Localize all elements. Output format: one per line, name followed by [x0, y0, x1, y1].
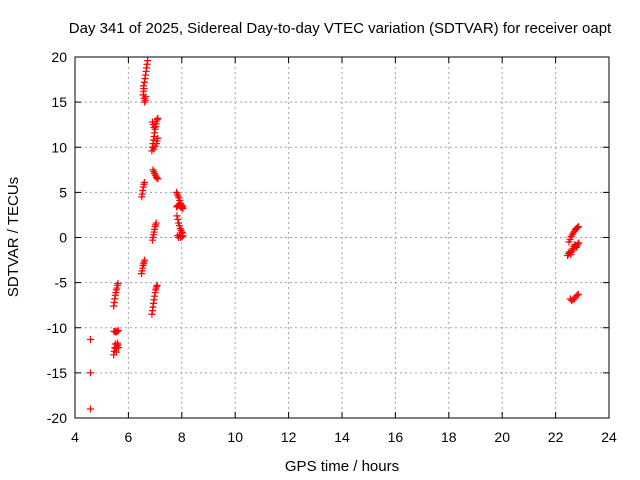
data-point-marker: [144, 57, 152, 65]
x-tick-label: 14: [334, 429, 350, 445]
data-point-marker: [575, 239, 583, 247]
data-point-marker: [86, 335, 94, 343]
data-point-marker: [575, 223, 583, 231]
x-tick-label: 4: [71, 429, 79, 445]
data-point-marker: [86, 405, 94, 413]
x-tick-label: 20: [494, 429, 510, 445]
data-point-marker: [152, 219, 160, 227]
data-point-marker: [574, 240, 582, 248]
data-point-marker: [153, 281, 161, 289]
y-tick-label: 15: [51, 94, 67, 110]
data-point-marker: [153, 174, 161, 182]
data-point-marker: [113, 327, 121, 335]
data-point-marker: [178, 233, 186, 241]
x-tick-label: 18: [441, 429, 457, 445]
chart-title: Day 341 of 2025, Sidereal Day-to-day VTE…: [69, 20, 612, 37]
data-point-marker: [86, 369, 94, 377]
y-tick-label: -5: [55, 275, 68, 291]
data-point-marker: [140, 178, 148, 186]
grid: [75, 57, 609, 418]
x-tick-label: 24: [601, 429, 617, 445]
y-tick-label: 20: [51, 49, 67, 65]
data-point-marker: [173, 212, 181, 220]
y-tick-label: 5: [59, 184, 67, 200]
x-tick-label: 10: [227, 429, 243, 445]
x-tick-label: 8: [178, 429, 186, 445]
y-tick-label: 10: [51, 139, 67, 155]
data-point-marker: [179, 205, 187, 213]
data-point-marker: [115, 344, 123, 352]
y-tick-label: -20: [47, 410, 67, 426]
data-point-marker: [573, 224, 581, 232]
data-point-marker: [154, 134, 162, 142]
data-point-marker: [112, 348, 120, 356]
data-point-marker: [573, 291, 581, 299]
data-point-marker: [142, 93, 150, 101]
data-point-marker: [141, 256, 149, 264]
data-point-marker: [173, 190, 181, 198]
data-points: [86, 57, 583, 413]
x-axis-label: GPS time / hours: [285, 458, 399, 475]
y-tick-label: -15: [47, 365, 67, 381]
x-tick-label: 22: [548, 429, 564, 445]
tick-labels: 4 6 8 10 12 14 16 18 20 22 24 -20 -15 -10 -5 0 5 10 15 20: [47, 49, 617, 445]
data-point-marker: [174, 215, 182, 223]
x-tick-label: 12: [281, 429, 297, 445]
data-point-marker: [140, 85, 148, 93]
data-point-marker: [154, 114, 162, 122]
data-point-marker: [174, 192, 182, 200]
x-tick-label: 6: [125, 429, 133, 445]
data-point-marker: [154, 175, 162, 183]
data-point-marker: [114, 326, 122, 334]
y-axis-label: SDTVAR / TECUs: [5, 177, 22, 297]
y-tick-label: -10: [47, 320, 67, 336]
plot-frame: [74, 56, 610, 419]
x-tick-label: 16: [388, 429, 404, 445]
data-point-marker: [574, 290, 582, 298]
data-point-marker: [179, 232, 187, 240]
data-point-marker: [150, 123, 158, 131]
y-tick-label: 0: [59, 230, 67, 246]
data-point-marker: [178, 204, 186, 212]
data-point-marker: [114, 280, 122, 288]
